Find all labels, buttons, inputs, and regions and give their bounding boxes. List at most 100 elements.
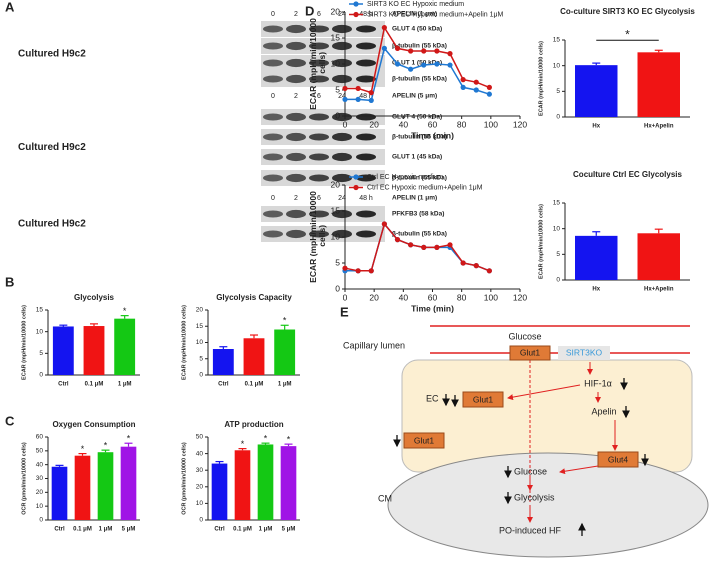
x-tick-label: 100 bbox=[484, 119, 498, 129]
bar bbox=[114, 318, 136, 375]
y-tick-label: 20 bbox=[36, 489, 44, 496]
series-point bbox=[434, 48, 440, 54]
y-tick-label: 10 bbox=[36, 503, 44, 510]
glut1-label: Glut1 bbox=[414, 435, 435, 445]
glut4-box bbox=[597, 451, 639, 468]
blot-band bbox=[356, 42, 376, 50]
series-point bbox=[368, 90, 374, 96]
time-label: 2 bbox=[294, 11, 298, 18]
x-tick-label: 5 μM bbox=[122, 527, 136, 533]
time-label: 24 bbox=[338, 11, 346, 18]
blot-band bbox=[332, 24, 352, 34]
label-line: cells) bbox=[317, 52, 327, 76]
y-tick-label: 0 bbox=[556, 277, 560, 284]
bar bbox=[637, 52, 680, 117]
x-tick-label: Hx+Apelin bbox=[644, 287, 674, 293]
series-point bbox=[408, 66, 414, 72]
bar bbox=[257, 444, 274, 520]
row-label: GLUT 1 (45 kDa) bbox=[392, 154, 442, 161]
blot-band bbox=[286, 132, 306, 142]
blot-band bbox=[356, 25, 376, 33]
blot-band bbox=[332, 152, 352, 162]
blot-band bbox=[309, 59, 329, 67]
lumen-label: Capillary lumen bbox=[343, 340, 405, 350]
series-point bbox=[473, 263, 479, 269]
x-tick-label: Hx bbox=[592, 124, 600, 130]
glucose-label: Glucose bbox=[508, 331, 541, 341]
series-point bbox=[421, 48, 427, 54]
bar bbox=[51, 466, 68, 520]
y-tick-label: 10 bbox=[553, 62, 561, 69]
series-point bbox=[355, 96, 361, 102]
x-tick-label: 80 bbox=[457, 119, 467, 129]
apelin-label: Apelin bbox=[591, 406, 616, 416]
bar bbox=[97, 452, 114, 520]
blot-band bbox=[332, 112, 352, 122]
x-tick-label: 0.1 μM bbox=[245, 382, 264, 388]
y-tick-label: 30 bbox=[196, 467, 204, 474]
y-tick-label: 10 bbox=[196, 339, 204, 346]
blot-band bbox=[286, 173, 306, 183]
y-axis-label: ECAR (mpH/min/10000 cells) bbox=[538, 204, 544, 279]
blot-band bbox=[263, 59, 283, 67]
bar bbox=[83, 326, 105, 375]
y-tick-label: 0 bbox=[199, 517, 203, 524]
chart-title: Glycolysis bbox=[74, 293, 115, 302]
glut1-box bbox=[462, 391, 504, 408]
significance-mark: * bbox=[127, 434, 131, 444]
glut1-label: Glut1 bbox=[520, 347, 541, 357]
y-tick-label: 10 bbox=[196, 500, 204, 507]
blot-band bbox=[309, 75, 329, 83]
significance-mark: * bbox=[625, 27, 630, 41]
time-label: 0 bbox=[271, 195, 275, 202]
series-point bbox=[434, 244, 440, 250]
row-label: GLUT 4 (50 kDa) bbox=[392, 114, 442, 121]
bar bbox=[274, 329, 296, 375]
cm-label: CM bbox=[378, 493, 392, 503]
significance-mark: * bbox=[241, 439, 245, 449]
y-tick-label: 5 bbox=[335, 84, 340, 94]
blot-band bbox=[332, 74, 352, 84]
blot-band bbox=[356, 59, 376, 67]
row-label: β-tubulin (55 kDa) bbox=[392, 134, 447, 141]
blot-band bbox=[263, 25, 283, 33]
sample-label: Cultured H9c2 bbox=[18, 219, 86, 230]
row-label: β-tubulin (55 kDa) bbox=[392, 231, 447, 238]
x-tick-label: 120 bbox=[513, 119, 527, 129]
cm-cell bbox=[387, 452, 709, 558]
y-axis-label: OCR (pmol/min/10000 cells) bbox=[21, 442, 27, 515]
ec-label: EC bbox=[426, 393, 439, 403]
blot-band bbox=[309, 153, 329, 161]
legend-label: Ctrl EC Hypoxic medium bbox=[367, 174, 443, 181]
series-point bbox=[473, 79, 479, 85]
blot-band bbox=[309, 174, 329, 182]
series-point bbox=[447, 242, 453, 248]
series-point bbox=[381, 25, 387, 31]
series-point bbox=[355, 85, 361, 92]
series-point bbox=[460, 84, 466, 90]
y-tick-label: 10 bbox=[331, 231, 341, 241]
y-tick-label: 0 bbox=[556, 114, 560, 121]
series-point bbox=[342, 96, 348, 102]
glut4-label: Glut4 bbox=[608, 454, 629, 464]
x-tick-label: 20 bbox=[369, 292, 379, 302]
series-point bbox=[447, 62, 453, 68]
series-point bbox=[381, 45, 387, 52]
x-axis-label: Time (min) bbox=[411, 130, 454, 140]
series-point bbox=[434, 61, 440, 67]
series-point bbox=[394, 61, 401, 67]
series-point bbox=[394, 45, 401, 52]
arrow bbox=[559, 465, 599, 475]
series-point bbox=[408, 242, 414, 248]
x-tick-label: Hx+Apelin bbox=[644, 124, 674, 130]
blot-band bbox=[356, 75, 376, 83]
x-tick-label: 20 bbox=[369, 119, 379, 129]
blot-band bbox=[286, 112, 306, 122]
series-point bbox=[421, 244, 427, 250]
blot-band bbox=[286, 24, 306, 34]
x-axis-label: Time (min) bbox=[411, 303, 454, 313]
x-tick-label: 100 bbox=[484, 292, 498, 302]
blot-band bbox=[263, 210, 283, 218]
series-point bbox=[486, 268, 492, 274]
time-label: 2 bbox=[294, 195, 298, 202]
